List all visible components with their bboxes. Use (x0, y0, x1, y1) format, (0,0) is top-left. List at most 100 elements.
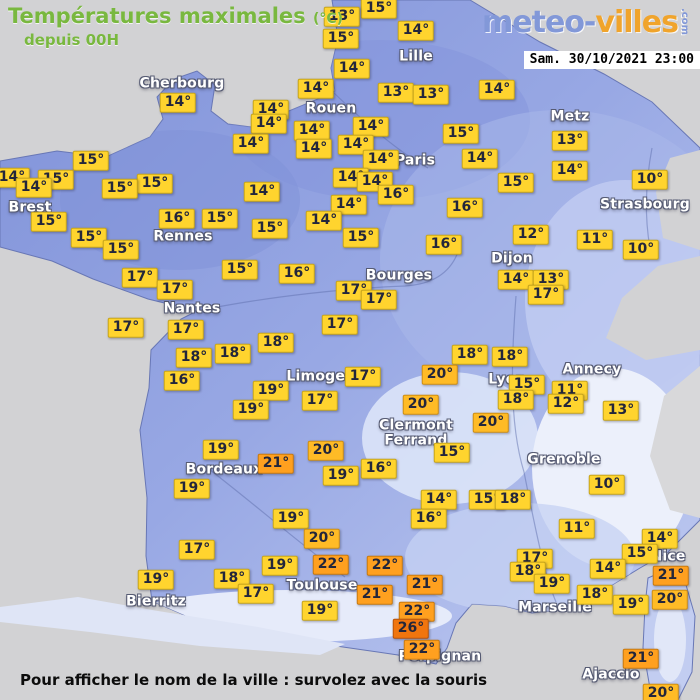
temp-label[interactable]: 14° (589, 558, 627, 580)
temp-label[interactable]: 17° (107, 317, 145, 339)
temp-label[interactable]: 10° (631, 169, 669, 191)
temp-label[interactable]: 18° (576, 584, 614, 606)
temp-label[interactable]: 14° (232, 133, 270, 155)
temp-label[interactable]: 14° (297, 78, 335, 100)
temp-label[interactable]: 18° (214, 343, 252, 365)
temp-label[interactable]: 14° (295, 138, 333, 160)
temp-label[interactable]: 14° (420, 489, 458, 511)
temp-label[interactable]: 13° (377, 82, 415, 104)
temp-label[interactable]: 19° (533, 573, 571, 595)
temp-label[interactable]: 19° (301, 600, 339, 622)
temp-label[interactable]: 13° (602, 400, 640, 422)
temp-label[interactable]: 15° (342, 227, 380, 249)
temp-label[interactable]: 20° (642, 683, 680, 700)
temp-label[interactable]: 15° (101, 178, 139, 200)
temp-label[interactable]: 15° (136, 173, 174, 195)
temp-label[interactable]: 15° (251, 218, 289, 240)
temp-label[interactable]: 19° (252, 380, 290, 402)
temp-label[interactable]: 19° (232, 399, 270, 421)
temp-label[interactable]: 16° (158, 208, 196, 230)
temp-label[interactable]: 18° (175, 347, 213, 369)
temp-label[interactable]: 14° (305, 210, 343, 232)
temp-label[interactable]: 17° (178, 539, 216, 561)
temp-label[interactable]: 16° (425, 234, 463, 256)
temp-label[interactable]: 15° (442, 123, 480, 145)
temp-label[interactable]: 18° (494, 489, 532, 511)
temp-label[interactable]: 20° (651, 589, 689, 611)
temp-label[interactable]: 14° (243, 181, 281, 203)
temp-label[interactable]: 16° (446, 197, 484, 219)
temp-label[interactable]: 19° (173, 478, 211, 500)
temp-label[interactable]: 20° (402, 394, 440, 416)
temp-label[interactable]: 17° (121, 267, 159, 289)
temp-label[interactable]: 26° (392, 618, 430, 640)
temp-label[interactable]: 16° (377, 184, 415, 206)
temp-label[interactable]: 19° (137, 569, 175, 591)
temp-label[interactable]: 21° (652, 565, 690, 587)
temp-label[interactable]: 22° (312, 554, 350, 576)
temp-label[interactable]: 15° (433, 442, 471, 464)
temp-label[interactable]: 15° (201, 208, 239, 230)
temp-label[interactable]: 14° (250, 113, 288, 135)
temp-label[interactable]: 14° (397, 20, 435, 42)
meteo-villes-logo[interactable]: meteo-villes .com (482, 5, 690, 40)
temp-label[interactable]: 16° (360, 458, 398, 480)
temp-label[interactable]: 18° (497, 389, 535, 411)
temp-label[interactable]: 20° (421, 364, 459, 386)
temp-label[interactable]: 13° (551, 130, 589, 152)
temp-label[interactable]: 15° (102, 239, 140, 261)
temp-label[interactable]: 18° (257, 332, 295, 354)
temp-label[interactable]: 17° (321, 314, 359, 336)
temp-label[interactable]: 17° (527, 284, 565, 306)
temp-label[interactable]: 15° (497, 172, 535, 194)
temp-label[interactable]: 22° (366, 555, 404, 577)
temp-label[interactable]: 15° (221, 259, 259, 281)
temp-label[interactable]: 10° (622, 239, 660, 261)
temp-label[interactable]: 19° (612, 594, 650, 616)
temp-label[interactable]: 21° (356, 584, 394, 606)
temp-label[interactable]: 19° (261, 555, 299, 577)
temp-label[interactable]: 22° (403, 639, 441, 661)
temp-label[interactable]: 18° (491, 346, 529, 368)
temp-label[interactable]: 19° (322, 465, 360, 487)
temp-label[interactable]: 16° (410, 508, 448, 530)
temp-label[interactable]: 15° (621, 543, 659, 565)
temp-label[interactable]: 14° (478, 79, 516, 101)
temp-label[interactable]: 14° (15, 177, 53, 199)
temp-label[interactable]: 15° (72, 150, 110, 172)
temp-label[interactable]: 21° (257, 453, 295, 475)
temp-label[interactable]: 14° (333, 58, 371, 80)
temp-label[interactable]: 20° (307, 440, 345, 462)
temp-label[interactable]: 15° (360, 0, 398, 20)
temp-label[interactable]: 19° (272, 508, 310, 530)
temp-label[interactable]: 17° (301, 390, 339, 412)
temp-label[interactable]: 17° (344, 366, 382, 388)
temp-label[interactable]: 12° (547, 393, 585, 415)
temp-label[interactable]: 17° (156, 279, 194, 301)
temp-label[interactable]: 16° (163, 370, 201, 392)
temp-label[interactable]: 10° (588, 474, 626, 496)
temp-label[interactable]: 14° (497, 269, 535, 291)
temp-label[interactable]: 14° (159, 92, 197, 114)
temp-label[interactable]: 13° (323, 6, 361, 28)
temp-label[interactable]: 17° (237, 583, 275, 605)
temp-label[interactable]: 15° (30, 211, 68, 233)
temp-label[interactable]: 14° (330, 194, 368, 216)
temp-label[interactable]: 17° (360, 289, 398, 311)
temp-label[interactable]: 20° (303, 528, 341, 550)
temp-label[interactable]: 14° (362, 149, 400, 171)
temp-label[interactable]: 11° (558, 518, 596, 540)
temp-label[interactable]: 18° (451, 344, 489, 366)
temp-label[interactable]: 21° (622, 648, 660, 670)
temp-label[interactable]: 19° (202, 439, 240, 461)
temp-label[interactable]: 20° (472, 412, 510, 434)
temp-label[interactable]: 14° (551, 160, 589, 182)
temp-label[interactable]: 21° (406, 574, 444, 596)
temp-label[interactable]: 15° (70, 227, 108, 249)
temp-label[interactable]: 14° (293, 120, 331, 142)
temp-label[interactable]: 13° (412, 84, 450, 106)
temp-label[interactable]: 14° (461, 148, 499, 170)
temp-label[interactable]: 17° (167, 319, 205, 341)
temp-label[interactable]: 16° (278, 263, 316, 285)
temp-label[interactable]: 15° (322, 28, 360, 50)
